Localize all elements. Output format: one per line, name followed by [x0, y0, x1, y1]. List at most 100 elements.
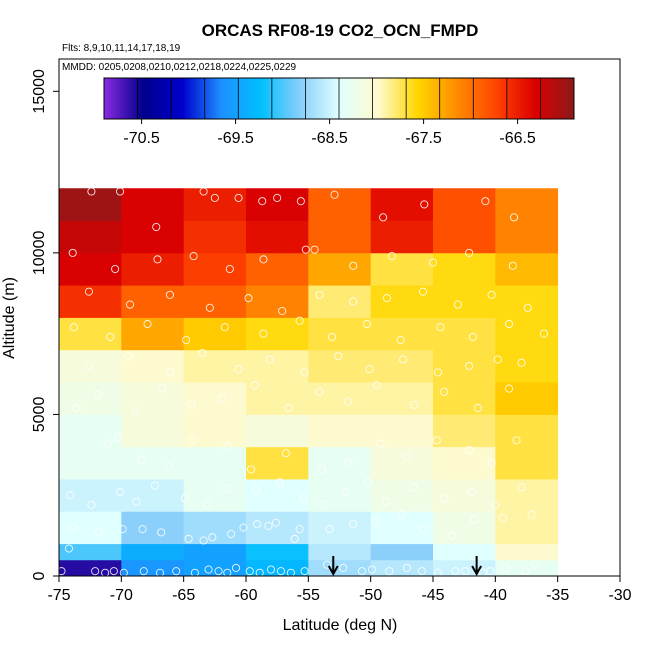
sample-point	[84, 287, 93, 296]
heatmap-cell	[59, 543, 122, 561]
sample-point	[124, 352, 133, 361]
sample-point	[487, 290, 496, 299]
sample-point	[447, 531, 456, 540]
sample-point	[164, 462, 173, 471]
sample-point	[418, 287, 428, 296]
sample-point	[349, 520, 358, 529]
heatmap-cell	[183, 511, 247, 545]
sample-point	[468, 332, 477, 341]
heatmap-cell	[183, 220, 247, 254]
sample-point	[440, 494, 449, 503]
x-tick-label: -70	[110, 587, 133, 604]
heatmap-cell	[59, 479, 122, 512]
sample-point	[349, 297, 358, 306]
sample-point	[385, 567, 394, 576]
y-axis: 0 5000 10000 15000	[31, 69, 59, 580]
heatmap-cell	[495, 252, 559, 286]
heatmap-cell	[370, 559, 434, 577]
sample-point	[418, 525, 428, 534]
heatmap-cell	[183, 382, 247, 415]
heatmap-cell	[495, 349, 559, 383]
heatmap-cell	[433, 446, 496, 480]
sample-point	[433, 368, 443, 377]
sample-point	[341, 487, 350, 497]
sample-point	[367, 565, 376, 574]
heatmap-cell	[246, 382, 309, 415]
sample-point	[143, 319, 152, 329]
sample-point	[487, 458, 496, 467]
sample-point	[246, 465, 256, 474]
sample-point	[453, 300, 462, 309]
sample-point	[189, 252, 198, 261]
flights-note: Flts: 8,9,10,11,14,17,18,19	[62, 43, 181, 54]
sample-point	[231, 563, 241, 572]
heatmap-cell	[59, 349, 122, 383]
sample-point	[440, 387, 449, 396]
x-tick-label: -55	[297, 587, 320, 604]
sample-point	[322, 560, 332, 569]
sample-point	[139, 567, 148, 576]
sample-point	[508, 261, 517, 270]
heatmap-cell	[495, 446, 559, 480]
sample-point	[486, 567, 495, 576]
sample-point	[244, 294, 253, 303]
heatmap-cell	[308, 220, 372, 254]
sample-point	[273, 193, 282, 202]
heatmap-cell	[495, 317, 559, 351]
heatmap-cell	[121, 317, 185, 351]
sample-point	[245, 567, 254, 576]
sample-point	[113, 433, 122, 442]
heatmap-cell	[246, 188, 309, 221]
heatmap-cell	[495, 220, 559, 254]
sample-point	[299, 494, 308, 503]
sample-point	[281, 449, 290, 458]
chart-title: ORCAS RF08-19 CO2_OCN_FMPD	[202, 21, 479, 40]
sample-point	[165, 368, 175, 377]
sample-point	[317, 465, 327, 474]
heatmap-cell	[370, 188, 434, 221]
sample-point	[527, 510, 536, 519]
sample-point	[68, 248, 77, 257]
heatmap-cell	[246, 479, 309, 512]
sample-point	[103, 439, 112, 448]
sample-point	[387, 252, 396, 261]
sample-point	[399, 355, 408, 364]
sample-point	[473, 403, 482, 413]
sample-point	[157, 528, 166, 537]
sample-point	[327, 332, 337, 341]
sample-point	[470, 515, 479, 524]
sample-point	[319, 500, 328, 509]
sample-point	[409, 483, 418, 492]
heatmap-cell	[246, 317, 309, 351]
sample-point	[436, 323, 445, 332]
arrow-markers	[327, 556, 483, 577]
sample-point	[339, 563, 348, 572]
sample-point	[295, 525, 304, 534]
heatmap-cell	[246, 252, 309, 286]
heatmap-cell	[370, 220, 434, 254]
sample-point	[259, 329, 268, 338]
heatmap-cell	[495, 543, 559, 561]
sample-point	[344, 458, 353, 467]
heatmap-cell	[433, 414, 496, 448]
sample-point	[132, 497, 141, 506]
sample-point	[523, 303, 532, 312]
sample-point	[315, 387, 324, 396]
sample-point	[491, 500, 500, 509]
y-tick-label: 15000	[31, 69, 48, 114]
sample-point	[152, 222, 161, 232]
heatmap-cell	[246, 543, 309, 561]
heatmap-cell	[121, 285, 185, 318]
colorbar-tick-label: -67.5	[405, 130, 442, 147]
heatmap-cell	[59, 559, 122, 577]
sample-point	[296, 197, 305, 206]
heatmap-cell	[370, 285, 434, 318]
colorbar-tick-label: -66.5	[499, 130, 536, 147]
heatmap-cell	[183, 285, 247, 318]
sample-point	[481, 197, 490, 206]
x-tick-label: -65	[172, 587, 195, 604]
heatmap-cell	[308, 446, 372, 480]
heatmap-cell	[183, 543, 247, 561]
sample-point	[402, 563, 411, 572]
